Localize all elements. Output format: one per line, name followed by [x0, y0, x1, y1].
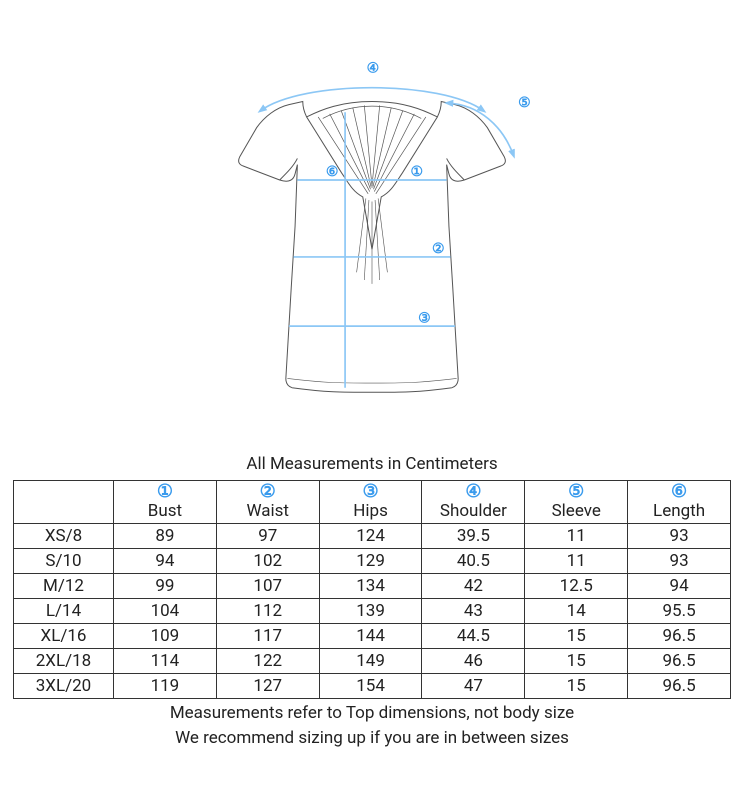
- cell: 42: [422, 574, 525, 599]
- badge-4: ④: [367, 60, 379, 76]
- cell: 114: [114, 649, 217, 674]
- cell: 154: [319, 674, 422, 699]
- cell: 119: [114, 674, 217, 699]
- row-label: 2XL/18: [14, 649, 114, 674]
- cell: 127: [216, 674, 319, 699]
- table-row: XL/1610911714444.51596.5: [14, 624, 731, 649]
- header-bust: ① Bust: [114, 481, 217, 524]
- size-table: ① Bust ② Waist ③ Hips ④ Shoulder ⑤ Sleev…: [13, 480, 731, 699]
- cell: 122: [216, 649, 319, 674]
- table-row: L/14104112139431495.5: [14, 599, 731, 624]
- cell: 15: [525, 624, 628, 649]
- cell: 12.5: [525, 574, 628, 599]
- cell: 144: [319, 624, 422, 649]
- row-label: M/12: [14, 574, 114, 599]
- dress-diagram: ① ② ③ ④ ⑤ ⑥: [10, 10, 734, 450]
- cell: 117: [216, 624, 319, 649]
- cell: 139: [319, 599, 422, 624]
- cell: 39.5: [422, 524, 525, 549]
- cell: 47: [422, 674, 525, 699]
- badge-2: ②: [432, 241, 444, 257]
- cell: 14: [525, 599, 628, 624]
- cell: 93: [628, 549, 731, 574]
- cell: 97: [216, 524, 319, 549]
- row-label: L/14: [14, 599, 114, 624]
- dress-svg: ① ② ③ ④ ⑤ ⑥: [172, 10, 572, 450]
- cell: 109: [114, 624, 217, 649]
- cell: 94: [114, 549, 217, 574]
- cell: 95.5: [628, 599, 731, 624]
- cell: 104: [114, 599, 217, 624]
- row-label: 3XL/20: [14, 674, 114, 699]
- cell: 124: [319, 524, 422, 549]
- badge-5: ⑤: [518, 95, 530, 111]
- table-row: M/12991071344212.594: [14, 574, 731, 599]
- cell: 15: [525, 649, 628, 674]
- header-waist: ② Waist: [216, 481, 319, 524]
- footnote: Measurements refer to Top dimensions, no…: [10, 701, 734, 750]
- header-empty: [14, 481, 114, 524]
- badge-6: ⑥: [326, 164, 338, 180]
- cell: 89: [114, 524, 217, 549]
- footnote-line-1: Measurements refer to Top dimensions, no…: [10, 701, 734, 726]
- header-sleeve: ⑤ Sleeve: [525, 481, 628, 524]
- cell: 43: [422, 599, 525, 624]
- cell: 46: [422, 649, 525, 674]
- header-hips: ③ Hips: [319, 481, 422, 524]
- cell: 96.5: [628, 674, 731, 699]
- cell: 94: [628, 574, 731, 599]
- badge-3: ③: [418, 310, 430, 326]
- cell: 11: [525, 549, 628, 574]
- row-label: XL/16: [14, 624, 114, 649]
- cell: 102: [216, 549, 319, 574]
- cell: 134: [319, 574, 422, 599]
- cell: 15: [525, 674, 628, 699]
- cell: 99: [114, 574, 217, 599]
- cell: 149: [319, 649, 422, 674]
- cell: 40.5: [422, 549, 525, 574]
- cell: 93: [628, 524, 731, 549]
- badge-1: ①: [410, 164, 422, 180]
- table-row: XS/8899712439.51193: [14, 524, 731, 549]
- cell: 112: [216, 599, 319, 624]
- row-label: XS/8: [14, 524, 114, 549]
- header-shoulder: ④ Shoulder: [422, 481, 525, 524]
- cell: 96.5: [628, 624, 731, 649]
- footnote-line-2: We recommend sizing up if you are in bet…: [10, 726, 734, 751]
- cell: 44.5: [422, 624, 525, 649]
- table-row: 3XL/20119127154471596.5: [14, 674, 731, 699]
- cell: 11: [525, 524, 628, 549]
- table-row: 2XL/18114122149461596.5: [14, 649, 731, 674]
- cell: 96.5: [628, 649, 731, 674]
- table-caption: All Measurements in Centimeters: [10, 454, 734, 474]
- cell: 129: [319, 549, 422, 574]
- header-length: ⑥ Length: [628, 481, 731, 524]
- row-label: S/10: [14, 549, 114, 574]
- table-header-row: ① Bust ② Waist ③ Hips ④ Shoulder ⑤ Sleev…: [14, 481, 731, 524]
- cell: 107: [216, 574, 319, 599]
- table-row: S/109410212940.51193: [14, 549, 731, 574]
